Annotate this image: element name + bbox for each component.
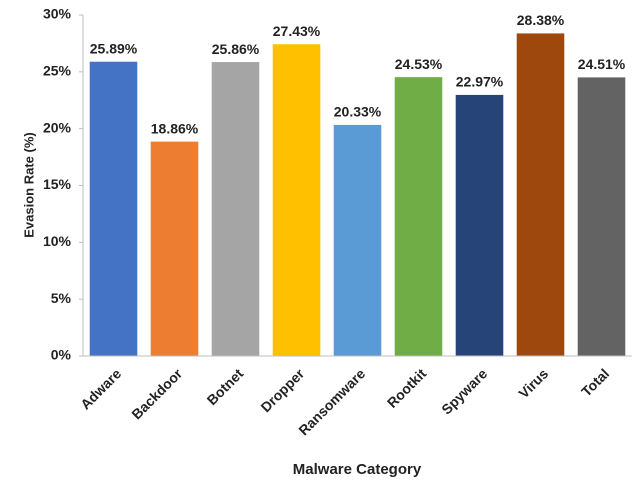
bar — [394, 77, 443, 357]
data-label: 24.51% — [578, 56, 626, 72]
data-label: 24.53% — [395, 56, 443, 72]
y-tick-label: 20% — [43, 119, 72, 135]
data-label: 25.86% — [212, 41, 260, 57]
bar — [577, 77, 626, 356]
data-label: 18.86% — [151, 120, 199, 136]
data-label: 22.97% — [456, 74, 504, 90]
data-label: 20.33% — [334, 104, 382, 120]
bar — [455, 94, 504, 357]
y-tick-label: 30% — [43, 6, 72, 22]
y-tick-label: 15% — [43, 176, 72, 192]
data-label: 25.89% — [90, 40, 138, 56]
bar — [89, 61, 138, 356]
y-axis-title: Evasion Rate (%) — [21, 132, 36, 237]
bar — [333, 124, 382, 356]
bar — [150, 141, 199, 356]
bar — [211, 62, 260, 357]
x-axis-title: Malware Category — [293, 461, 422, 478]
y-tick-label: 25% — [43, 63, 72, 79]
bar — [272, 44, 321, 356]
y-tick-label: 0% — [51, 347, 72, 363]
y-tick-label: 5% — [51, 290, 72, 306]
data-label: 28.38% — [517, 12, 565, 28]
bar — [516, 33, 565, 356]
y-tick-label: 10% — [43, 233, 72, 249]
data-label: 27.43% — [273, 23, 321, 39]
